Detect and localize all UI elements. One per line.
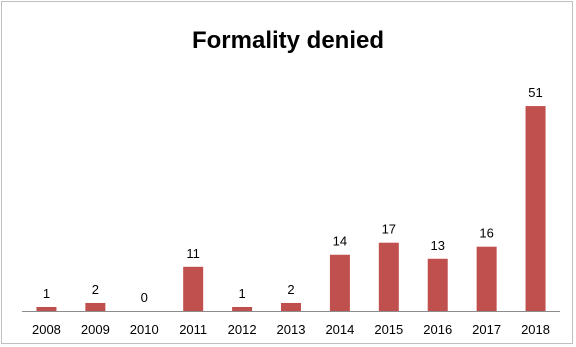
x-tick-labels-group: 2008 2009 2010 2011 2012 2013 2014 2015 2016 2017… bbox=[32, 322, 550, 337]
bar-2017 bbox=[476, 246, 497, 311]
data-label-2012: 1 bbox=[238, 286, 245, 301]
chart-title: Formality denied bbox=[192, 27, 384, 54]
bar-2014 bbox=[329, 254, 350, 311]
data-label-2016: 13 bbox=[430, 238, 444, 253]
x-tick-label-2012: 2012 bbox=[228, 322, 257, 337]
data-label-2014: 14 bbox=[333, 234, 347, 249]
bar-2012 bbox=[232, 306, 253, 311]
data-label-2015: 17 bbox=[382, 222, 396, 237]
bar-2009 bbox=[85, 302, 106, 311]
bar-2018 bbox=[525, 106, 546, 311]
x-tick-label-2013: 2013 bbox=[277, 322, 306, 337]
data-label-2018: 51 bbox=[528, 85, 542, 100]
x-tick-label-2010: 2010 bbox=[130, 322, 159, 337]
x-tick-label-2015: 2015 bbox=[374, 322, 403, 337]
x-tick-label-2008: 2008 bbox=[32, 322, 61, 337]
data-label-2008: 1 bbox=[43, 286, 50, 301]
bar-2013 bbox=[281, 302, 301, 311]
data-label-2009: 2 bbox=[92, 282, 99, 297]
data-label-2013: 2 bbox=[287, 282, 294, 297]
bar-2016 bbox=[427, 258, 448, 311]
bar-2015 bbox=[378, 242, 399, 311]
bar-2008 bbox=[36, 306, 57, 311]
bars-group bbox=[36, 106, 546, 311]
x-tick-label-2009: 2009 bbox=[81, 322, 110, 337]
x-tick-label-2011: 2011 bbox=[179, 322, 207, 337]
data-label-2017: 16 bbox=[479, 226, 493, 241]
x-tick-label-2016: 2016 bbox=[423, 322, 452, 337]
data-label-2010: 0 bbox=[141, 290, 148, 305]
data-label-2011: 11 bbox=[186, 246, 200, 261]
x-tick-label-2018: 2018 bbox=[521, 322, 550, 337]
x-tick-label-2017: 2017 bbox=[472, 322, 501, 337]
bar-2011 bbox=[183, 266, 204, 311]
x-tick-label-2014: 2014 bbox=[325, 322, 354, 337]
